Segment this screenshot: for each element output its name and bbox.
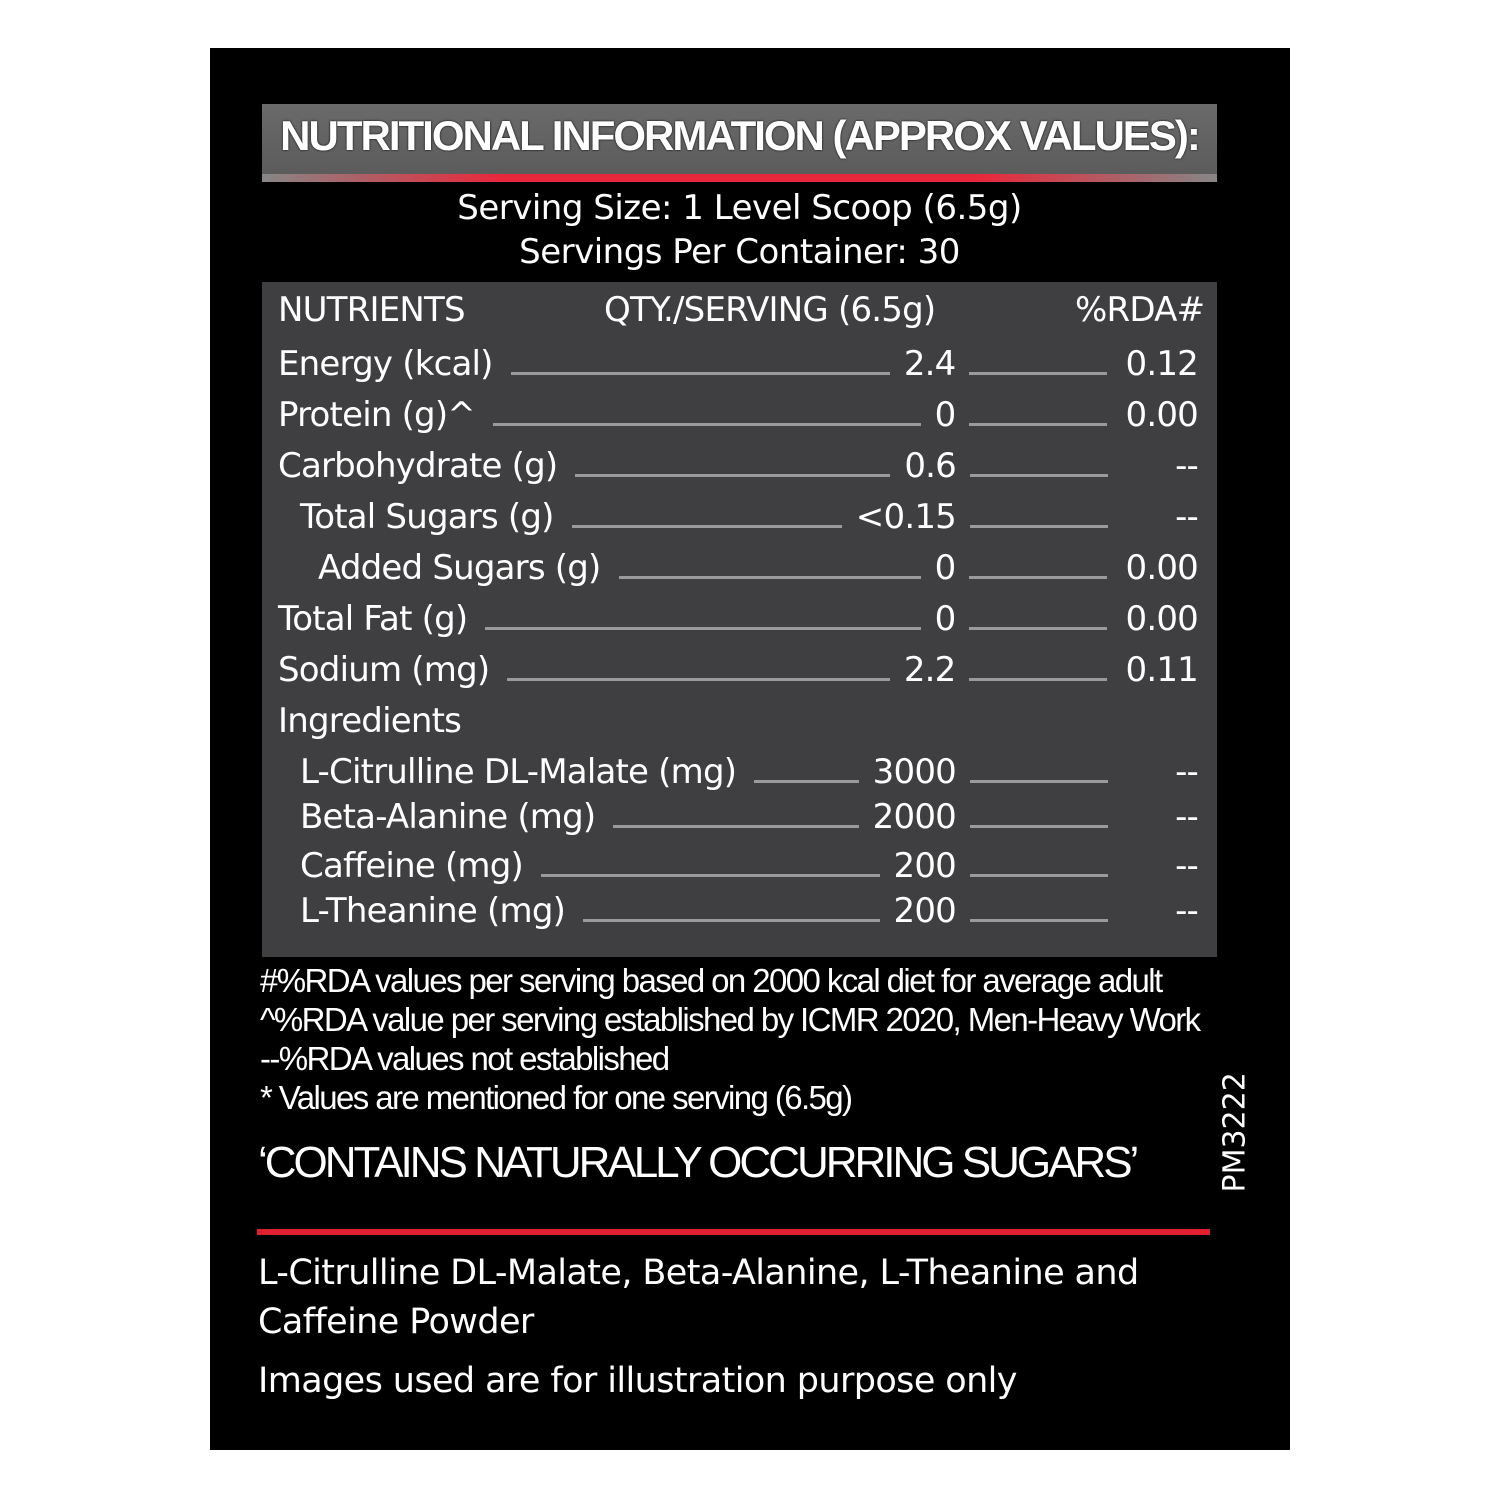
nutrient-name: Total Fat (g): [278, 599, 468, 639]
leader-line: [571, 524, 842, 528]
title: NUTRITIONAL INFORMATION (APPROX VALUES):: [280, 112, 1201, 159]
qty-value: 0: [934, 395, 957, 435]
servings-per-container: Servings Per Container: 30: [519, 232, 960, 272]
qty-value: 200: [893, 891, 957, 931]
nutrient-name: L-Theanine (mg): [300, 891, 566, 931]
table-row: Carbohydrate (g) 0.6 --: [278, 441, 1199, 491]
leader-line: [970, 918, 1108, 922]
leader-line: [493, 422, 921, 426]
leader-line: [485, 626, 921, 630]
contains-note: ‘CONTAINS NATURALLY OCCURRING SUGARS’: [258, 1138, 1139, 1187]
rda-value: 0.00: [1125, 548, 1198, 588]
table-row: L-Theanine (mg) 200 --: [300, 886, 1199, 936]
nutrient-name: Caffeine (mg): [300, 846, 524, 886]
leader-line: [970, 824, 1108, 828]
nutrient-name: Added Sugars (g): [318, 548, 601, 588]
leader-line: [969, 677, 1108, 681]
qty-value: 0: [934, 599, 957, 639]
leader-line: [541, 873, 880, 877]
description-line-1: L-Citrulline DL-Malate, Beta-Alanine, L-…: [258, 1253, 1139, 1293]
leader-line: [970, 873, 1108, 877]
qty-value: 2.2: [903, 650, 956, 690]
serving-size: Serving Size: 1 Level Scoop (6.5g): [457, 188, 1022, 228]
nutrient-name: Ingredients: [278, 701, 462, 741]
title-banner: NUTRITIONAL INFORMATION (APPROX VALUES):: [262, 104, 1217, 182]
leader-line: [969, 371, 1108, 375]
table-row: L-Citrulline DL-Malate (mg) 3000 --: [300, 747, 1199, 797]
rda-value: --: [1175, 446, 1199, 486]
rda-value: --: [1175, 846, 1199, 886]
nutrient-name: Energy (kcal): [278, 344, 493, 384]
nutrient-name: Carbohydrate (g): [278, 446, 558, 486]
footnote-rda: #%RDA values per serving based on 2000 k…: [260, 962, 1163, 999]
leader-line: [507, 677, 890, 681]
footnote-icmr: ^%RDA value per serving established by I…: [260, 1001, 1201, 1038]
table-row: Sodium (mg) 2.2 0.11: [278, 645, 1199, 695]
qty-value: <0.15: [855, 497, 957, 537]
leader-line: [969, 626, 1108, 630]
table-row: Added Sugars (g) 0 0.00: [318, 543, 1199, 593]
disclaimer: Images used are for illustration purpose…: [258, 1361, 1018, 1401]
qty-value: 0.6: [904, 446, 956, 486]
table-row: Total Fat (g) 0 0.00: [278, 594, 1199, 644]
header-nutrients: NUTRIENTS: [278, 290, 466, 330]
qty-value: 2000: [872, 797, 957, 837]
table-row: Protein (g)^ 0 0.00: [278, 390, 1199, 440]
nutrient-name: L-Citrulline DL-Malate (mg): [300, 752, 737, 792]
nutrient-name: Sodium (mg): [278, 650, 490, 690]
red-glow-divider: [262, 174, 1217, 182]
rda-value: --: [1175, 891, 1199, 931]
rda-value: 0.12: [1125, 344, 1198, 384]
leader-line: [583, 918, 880, 922]
leader-line: [969, 422, 1108, 426]
footnote-serving: * Values are mentioned for one serving (…: [260, 1079, 853, 1116]
table-row: Beta-Alanine (mg) 2000 --: [300, 792, 1199, 842]
rda-value: --: [1175, 497, 1199, 537]
leader-line: [510, 371, 890, 375]
nutrient-name: Protein (g)^: [278, 395, 476, 435]
leader-line: [613, 824, 859, 828]
section-heading: Ingredients: [278, 696, 1198, 746]
red-divider: [257, 1229, 1210, 1235]
table-row: Energy (kcal) 2.4 0.12: [278, 339, 1199, 389]
description-line-2: Caffeine Powder: [258, 1302, 534, 1342]
leader-line: [575, 473, 891, 477]
leader-line: [754, 779, 859, 783]
leader-line: [970, 473, 1108, 477]
qty-value: 3000: [872, 752, 957, 792]
table-row: Caffeine (mg) 200 --: [300, 841, 1199, 891]
qty-value: 200: [893, 846, 957, 886]
nutrient-name: Total Sugars (g): [300, 497, 554, 537]
leader-line: [970, 524, 1108, 528]
rda-value: 0.00: [1125, 599, 1198, 639]
header-qty: QTY./SERVING (6.5g): [604, 290, 936, 330]
qty-value: 0: [934, 548, 957, 588]
leader-line: [970, 779, 1108, 783]
rda-value: 0.11: [1125, 650, 1198, 690]
leader-line: [969, 575, 1108, 579]
rda-value: --: [1175, 752, 1199, 792]
footnote-not-established: --%RDA values not established: [260, 1040, 670, 1077]
header-rda: %RDA#: [1075, 290, 1205, 330]
product-code: PM3222: [1217, 1072, 1253, 1193]
table-row: Total Sugars (g) <0.15 --: [300, 492, 1199, 542]
leader-line: [618, 575, 921, 579]
nutrient-name: Beta-Alanine (mg): [300, 797, 596, 837]
rda-value: --: [1175, 797, 1199, 837]
qty-value: 2.4: [903, 344, 956, 384]
rda-value: 0.00: [1125, 395, 1198, 435]
nutrition-table: [262, 282, 1217, 957]
